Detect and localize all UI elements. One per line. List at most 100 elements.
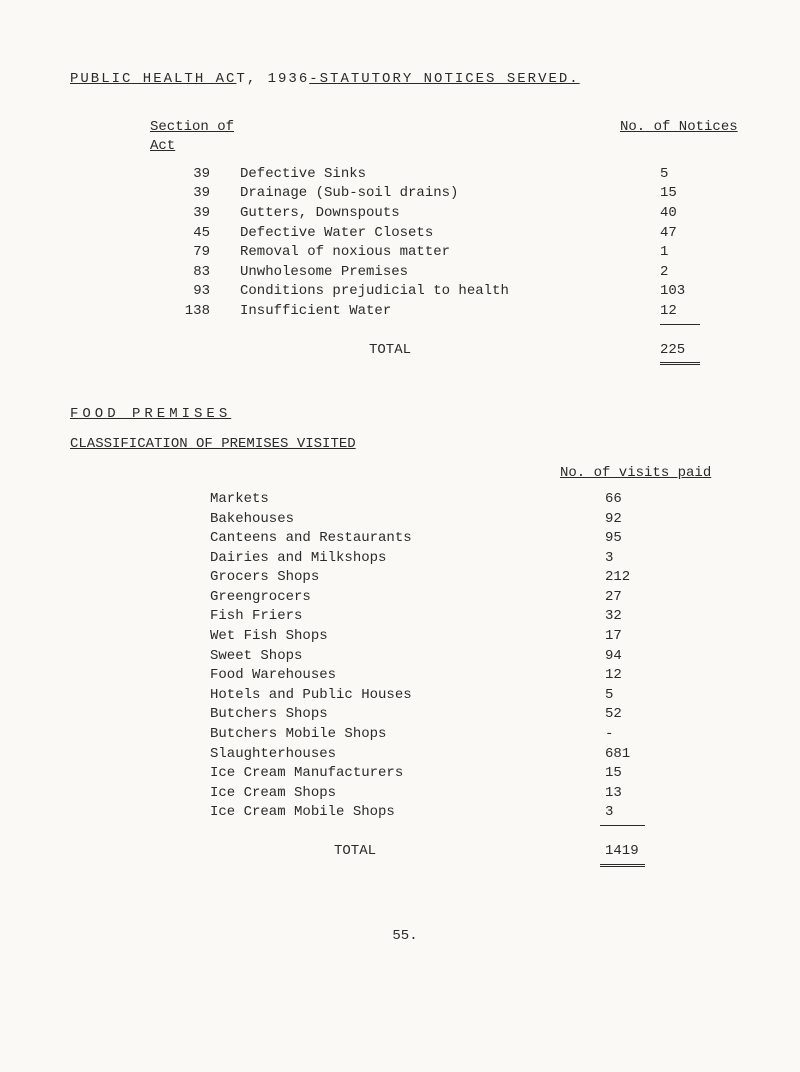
visits-count: 12: [560, 666, 740, 686]
visits-count: 94: [560, 647, 740, 667]
premises-description: Ice Cream Mobile Shops: [210, 803, 560, 823]
visits-row: Sweet Shops94: [210, 647, 740, 667]
notice-description: Gutters, Downspouts: [240, 204, 620, 224]
premises-description: Bakehouses: [210, 510, 560, 530]
visits-row: Slaughterhouses681: [210, 745, 740, 765]
visits-header-row: No. of visits paid: [210, 464, 740, 484]
visits-row: Butchers Shops52: [210, 705, 740, 725]
visits-row: Butchers Mobile Shops-: [210, 725, 740, 745]
header-no-of-notices: No. of Notices: [620, 118, 740, 157]
visits-row: Markets66: [210, 490, 740, 510]
food-premises-heading: FOOD PREMISES: [70, 405, 740, 425]
premises-description: Sweet Shops: [210, 647, 560, 667]
notice-description: Insufficient Water: [240, 302, 620, 322]
visits-count: 66: [560, 490, 740, 510]
visits-count: 3: [560, 549, 740, 569]
visits-row: Bakehouses92: [210, 510, 740, 530]
premises-description: Fish Friers: [210, 607, 560, 627]
notice-count: 47: [620, 224, 740, 244]
visits-rule-double: [210, 862, 740, 867]
premises-description: Greengrocers: [210, 588, 560, 608]
notices-row: 39Defective Sinks5: [150, 165, 740, 185]
classification-heading: CLASSIFICATION OF PREMISES VISITED: [70, 435, 740, 455]
notices-rule-double: [150, 360, 740, 365]
notices-row: 45Defective Water Closets47: [150, 224, 740, 244]
visits-count: 95: [560, 529, 740, 549]
section-number: 39: [150, 184, 240, 204]
visits-row: Dairies and Milkshops3: [210, 549, 740, 569]
section-number: 138: [150, 302, 240, 322]
section-number: 79: [150, 243, 240, 263]
notice-count: 2: [620, 263, 740, 283]
visits-row: Greengrocers27: [210, 588, 740, 608]
premises-description: Grocers Shops: [210, 568, 560, 588]
notices-row: 83Unwholesome Premises2: [150, 263, 740, 283]
notice-description: Conditions prejudicial to health: [240, 282, 620, 302]
notices-row: 39Drainage (Sub-soil drains)15: [150, 184, 740, 204]
visits-count: 92: [560, 510, 740, 530]
section-number: 83: [150, 263, 240, 283]
notices-row: 93Conditions prejudicial to health103: [150, 282, 740, 302]
title-mid: T, 1936: [236, 71, 309, 87]
notices-row: 138Insufficient Water12: [150, 302, 740, 322]
visits-count: -: [560, 725, 740, 745]
visits-paid-header: No. of visits paid: [560, 464, 740, 484]
notice-count: 103: [620, 282, 740, 302]
premises-description: Markets: [210, 490, 560, 510]
notice-description: Defective Water Closets: [240, 224, 620, 244]
visits-count: 13: [560, 784, 740, 804]
premises-description: Butchers Shops: [210, 705, 560, 725]
notices-row: 39Gutters, Downspouts40: [150, 204, 740, 224]
notice-count: 12: [620, 302, 740, 322]
notice-count: 5: [620, 165, 740, 185]
section-number: 39: [150, 165, 240, 185]
notices-total-label: TOTAL: [240, 341, 620, 361]
visits-count: 681: [560, 745, 740, 765]
notices-header-row: Section of Act No. of Notices: [150, 118, 740, 157]
premises-description: Butchers Mobile Shops: [210, 725, 560, 745]
visits-total-row: TOTAL 1419: [210, 842, 740, 862]
visits-count: 15: [560, 764, 740, 784]
visits-count: 5: [560, 686, 740, 706]
section-number: 39: [150, 204, 240, 224]
visits-total-value: 1419: [560, 842, 740, 862]
notices-table: Section of Act No. of Notices 39Defectiv…: [150, 118, 740, 366]
premises-description: Ice Cream Manufacturers: [210, 764, 560, 784]
premises-description: Ice Cream Shops: [210, 784, 560, 804]
notice-count: 1: [620, 243, 740, 263]
notices-total-value: 225: [620, 341, 740, 361]
visits-rule: [210, 823, 740, 828]
notice-description: Defective Sinks: [240, 165, 620, 185]
section-number: 45: [150, 224, 240, 244]
title-left: PUBLIC HEALTH AC: [70, 71, 236, 87]
premises-description: Hotels and Public Houses: [210, 686, 560, 706]
visits-row: Fish Friers32: [210, 607, 740, 627]
premises-description: Slaughterhouses: [210, 745, 560, 765]
visits-count: 17: [560, 627, 740, 647]
visits-count: 27: [560, 588, 740, 608]
visits-row: Grocers Shops212: [210, 568, 740, 588]
notices-rule: [150, 322, 740, 327]
visits-row: Canteens and Restaurants95: [210, 529, 740, 549]
notice-count: 40: [620, 204, 740, 224]
visits-row: Food Warehouses12: [210, 666, 740, 686]
premises-description: Dairies and Milkshops: [210, 549, 560, 569]
visits-row: Ice Cream Shops13: [210, 784, 740, 804]
premises-description: Canteens and Restaurants: [210, 529, 560, 549]
visits-table: No. of visits paid Markets66Bakehouses92…: [210, 464, 740, 866]
notice-description: Unwholesome Premises: [240, 263, 620, 283]
notice-count: 15: [620, 184, 740, 204]
visits-row: Hotels and Public Houses5: [210, 686, 740, 706]
visits-count: 52: [560, 705, 740, 725]
notices-row: 79Removal of noxious matter1: [150, 243, 740, 263]
premises-description: Food Warehouses: [210, 666, 560, 686]
visits-row: Ice Cream Manufacturers15: [210, 764, 740, 784]
header-section-of-act: Section of Act: [150, 118, 240, 157]
premises-description: Wet Fish Shops: [210, 627, 560, 647]
visits-row: Wet Fish Shops17: [210, 627, 740, 647]
section-number: 93: [150, 282, 240, 302]
notice-description: Removal of noxious matter: [240, 243, 620, 263]
visits-row: Ice Cream Mobile Shops3: [210, 803, 740, 823]
visits-total-label: TOTAL: [210, 842, 560, 862]
header-spacer: [240, 118, 620, 157]
